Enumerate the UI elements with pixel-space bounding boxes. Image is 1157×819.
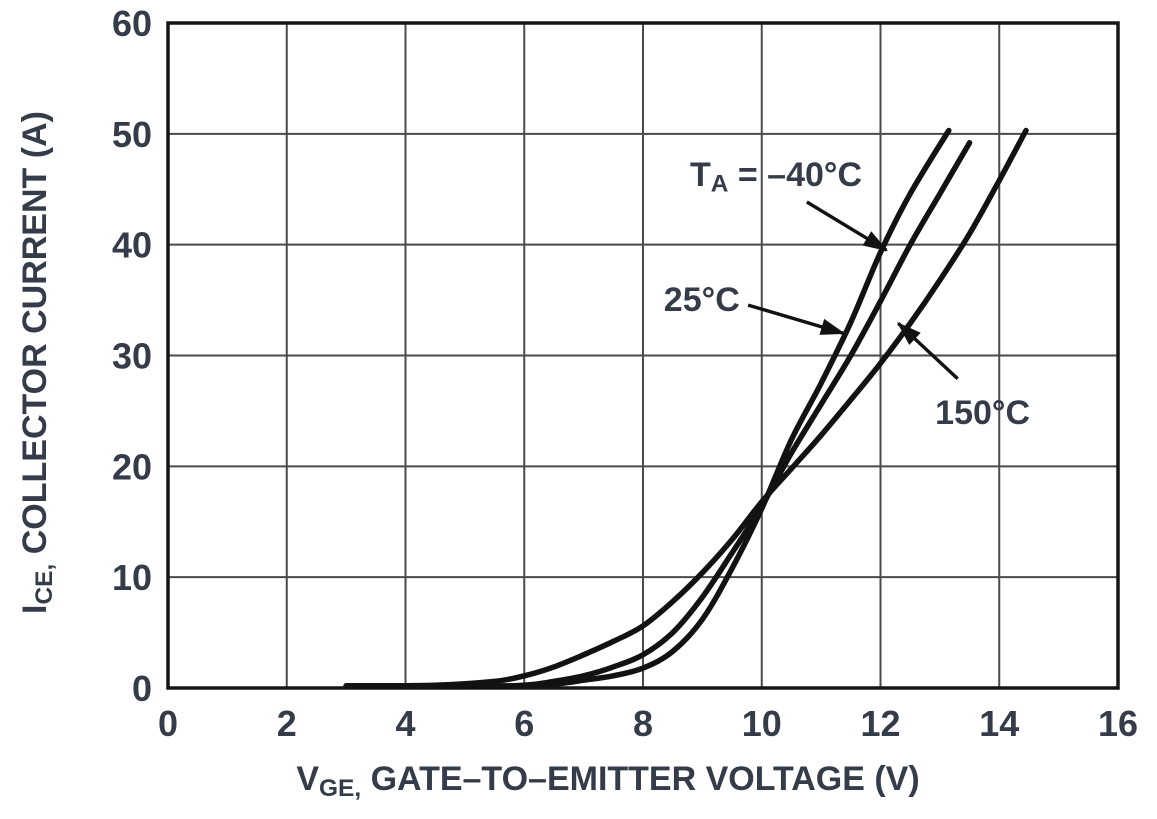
x-tick-label: 0	[158, 703, 178, 744]
y-tick-label: 20	[112, 446, 152, 487]
y-axis-title: ICE, COLLECTOR CURRENT (A)	[16, 111, 58, 614]
x-tick-label: 12	[860, 703, 900, 744]
y-tick-label-part: 0	[132, 668, 152, 709]
y-tick-label: 0	[132, 668, 152, 709]
annotation-label-t150: 150°C	[935, 394, 1030, 432]
annotation-label-ta-minus40-part: T	[690, 156, 711, 194]
x-tick-label-part: 12	[860, 703, 900, 744]
x-tick-label-part: 14	[979, 703, 1019, 744]
annotation-label-t25-part: 25°C	[664, 281, 740, 319]
curve-40c	[343, 127, 952, 690]
x-tick-label-part: 10	[742, 703, 782, 744]
annotation-arrow-t150	[896, 322, 959, 381]
y-tick-label: 30	[112, 336, 152, 377]
y-axis-title-part: COLLECTOR CURRENT (A)	[16, 111, 54, 564]
x-tick-label-part: 2	[277, 703, 297, 744]
y-tick-label-part: 20	[112, 446, 152, 487]
x-tick-label-part: 8	[633, 703, 653, 744]
y-tick-label: 40	[112, 225, 152, 266]
y-axis-title-part: I	[16, 605, 54, 614]
y-tick-label: 60	[112, 3, 152, 44]
annotation-label-t150-part: 150°C	[935, 394, 1030, 432]
y-tick-label-part: 60	[112, 3, 152, 44]
x-tick-label-part: 6	[514, 703, 534, 744]
annotation-arrow-t25	[747, 303, 846, 335]
y-tick-label-part: 10	[112, 557, 152, 598]
annotation-label-t25: 25°C	[664, 281, 740, 319]
y-tick-label: 50	[112, 114, 152, 155]
annotation-label-ta-minus40-part: = –40°C	[728, 156, 862, 194]
annotation-label-ta-minus40-part: A	[711, 171, 729, 198]
y-axis-title-part: CE,	[31, 564, 58, 605]
x-tick-label: 8	[633, 703, 653, 744]
y-tick-label-part: 30	[112, 336, 152, 377]
x-tick-label: 6	[514, 703, 534, 744]
x-axis-title-part: GE,	[319, 775, 361, 802]
x-axis-title-part: V	[296, 760, 319, 798]
plot-frame	[166, 21, 1120, 690]
x-tick-label: 10	[742, 703, 782, 744]
x-tick-label: 2	[277, 703, 297, 744]
x-tick-label-part: 4	[395, 703, 415, 744]
x-axis-title: VGE, GATE–TO–EMITTER VOLTAGE (V)	[296, 760, 919, 802]
x-tick-label: 14	[979, 703, 1019, 744]
annotation-arrow-ta-minus40	[805, 200, 889, 252]
y-tick-label-part: 40	[112, 225, 152, 266]
x-tick-label-part: 0	[158, 703, 178, 744]
x-axis-title-part: GATE–TO–EMITTER VOLTAGE (V)	[361, 760, 920, 798]
annotation-label-ta-minus40: TA = –40°C	[690, 156, 862, 198]
x-tick-label-part: 16	[1098, 703, 1138, 744]
x-tick-label: 4	[395, 703, 415, 744]
y-tick-label: 10	[112, 557, 152, 598]
curve-25c	[343, 139, 973, 690]
x-tick-label: 16	[1098, 703, 1138, 744]
y-tick-label-part: 50	[112, 114, 152, 155]
curve-150c	[343, 127, 1029, 689]
